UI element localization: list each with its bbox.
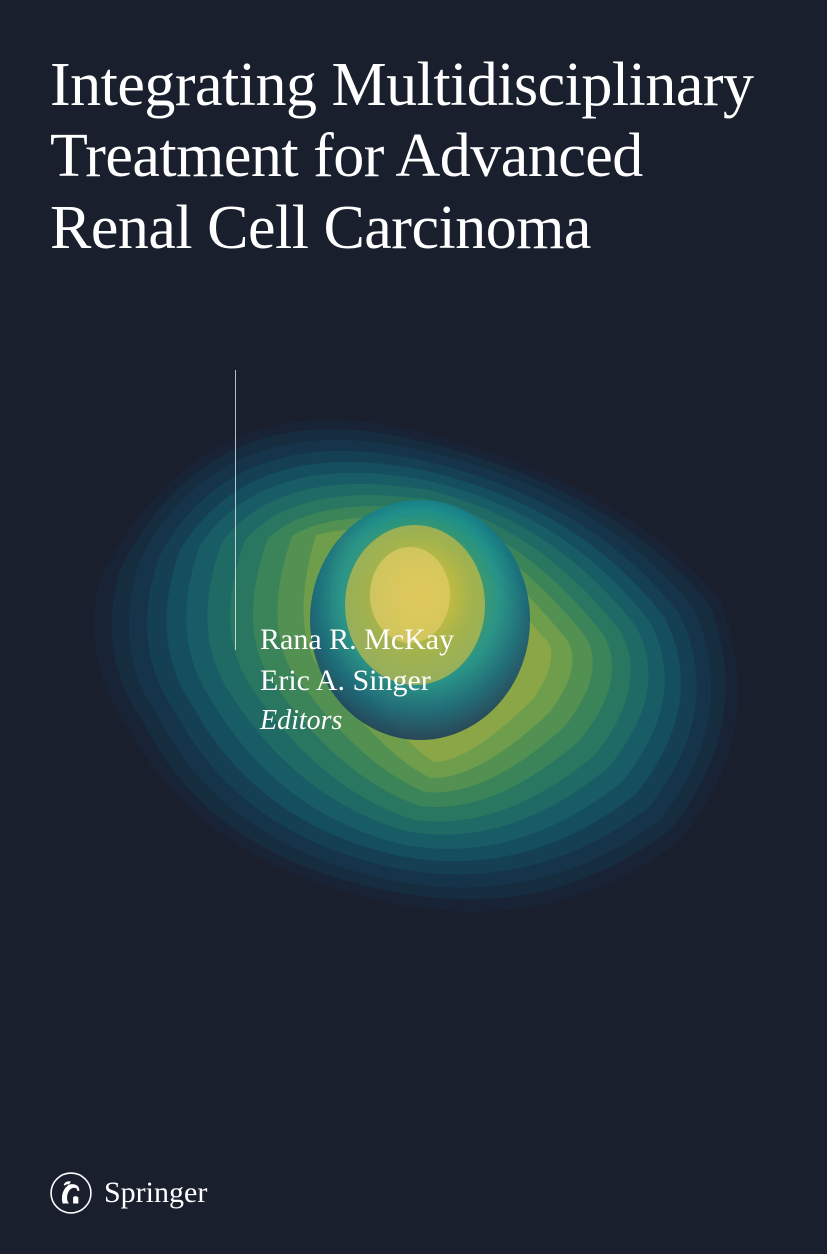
vertical-divider [235,370,236,650]
book-title: Integrating Multidisciplinary Treatment … [50,50,777,264]
publisher-name: Springer [104,1176,207,1210]
springer-horse-icon [50,1172,92,1214]
publisher-block: Springer [50,1172,207,1214]
authors-block: Rana R. McKay Eric A. Singer Editors [260,620,454,737]
author-name: Rana R. McKay [260,620,454,661]
author-name: Eric A. Singer [260,661,454,702]
editors-label: Editors [260,705,454,737]
